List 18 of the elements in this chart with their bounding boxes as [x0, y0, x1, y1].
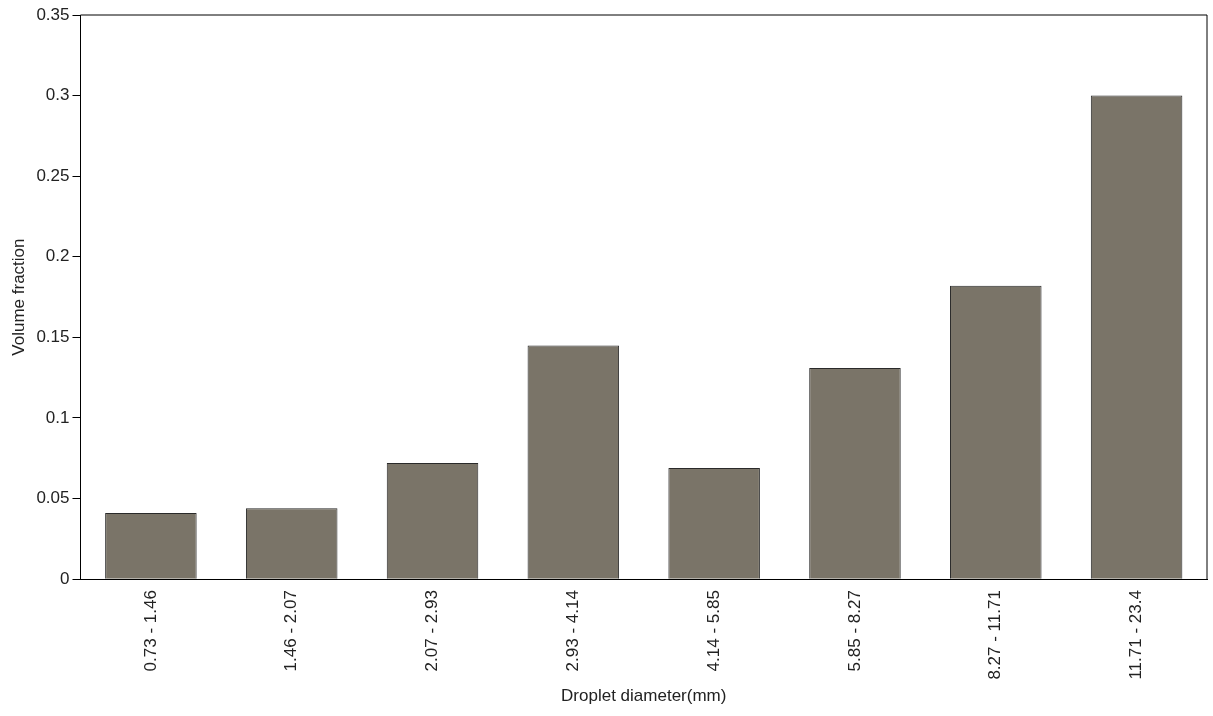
- y-tick-label: 0.1: [45, 407, 70, 427]
- x-tick-label: 2.07 - 2.93: [422, 590, 442, 672]
- x-tick-label: 5.85 - 8.27: [844, 590, 864, 672]
- y-tick-label: 0: [60, 568, 70, 588]
- x-tick-label: 0.73 - 1.46: [140, 590, 160, 672]
- y-axis-title: Volume fraction: [8, 238, 28, 356]
- x-tick-label: 8.27 - 11.71: [985, 590, 1005, 680]
- x-tick-label: 1.46 - 2.07: [281, 590, 301, 672]
- x-axis-title: Droplet diameter(mm): [561, 686, 727, 706]
- y-tick-label: 0.15: [36, 327, 70, 347]
- y-tick-label: 0.35: [36, 4, 70, 24]
- x-tick-label: 4.14 - 5.85: [703, 590, 723, 672]
- y-tick-label: 0.2: [45, 246, 70, 266]
- x-tick-label: 2.93 - 4.14: [563, 590, 583, 672]
- x-tick-label: 11.71 - 23.4: [1126, 590, 1146, 680]
- y-tick-label: 0.3: [45, 85, 70, 105]
- y-tick-label: 0.25: [36, 165, 70, 185]
- y-tick-label: 0.05: [36, 488, 70, 508]
